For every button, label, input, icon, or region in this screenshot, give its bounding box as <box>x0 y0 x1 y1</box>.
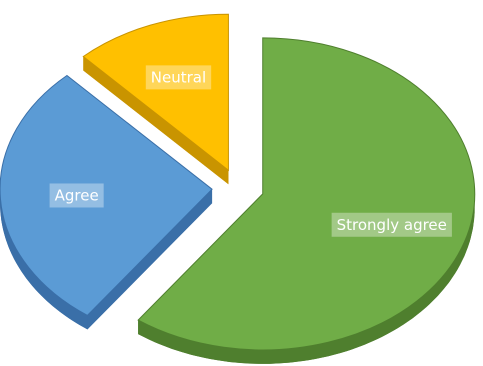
pie-slice-neutral <box>82 13 229 172</box>
data-label-box-strongly-agree <box>331 212 452 237</box>
data-label-agree: Agree <box>55 186 99 204</box>
data-label-neutral: Neutral <box>151 68 206 86</box>
slices-layer <box>0 13 476 364</box>
data-label-box-agree <box>49 183 104 208</box>
data-label-strongly-agree: Strongly agree <box>337 216 447 234</box>
data-label-box-neutral <box>145 65 212 90</box>
pie-slice-rim-agree <box>0 75 88 330</box>
pie-slice-agree <box>0 74 213 317</box>
pie-slice-wall-neutral-0 <box>83 56 229 185</box>
pie-slice-strongly-agree <box>137 37 476 351</box>
labels-layer: Strongly agree Agree Neutral <box>49 65 452 237</box>
pie-slice-wall-agree-0 <box>87 189 213 330</box>
